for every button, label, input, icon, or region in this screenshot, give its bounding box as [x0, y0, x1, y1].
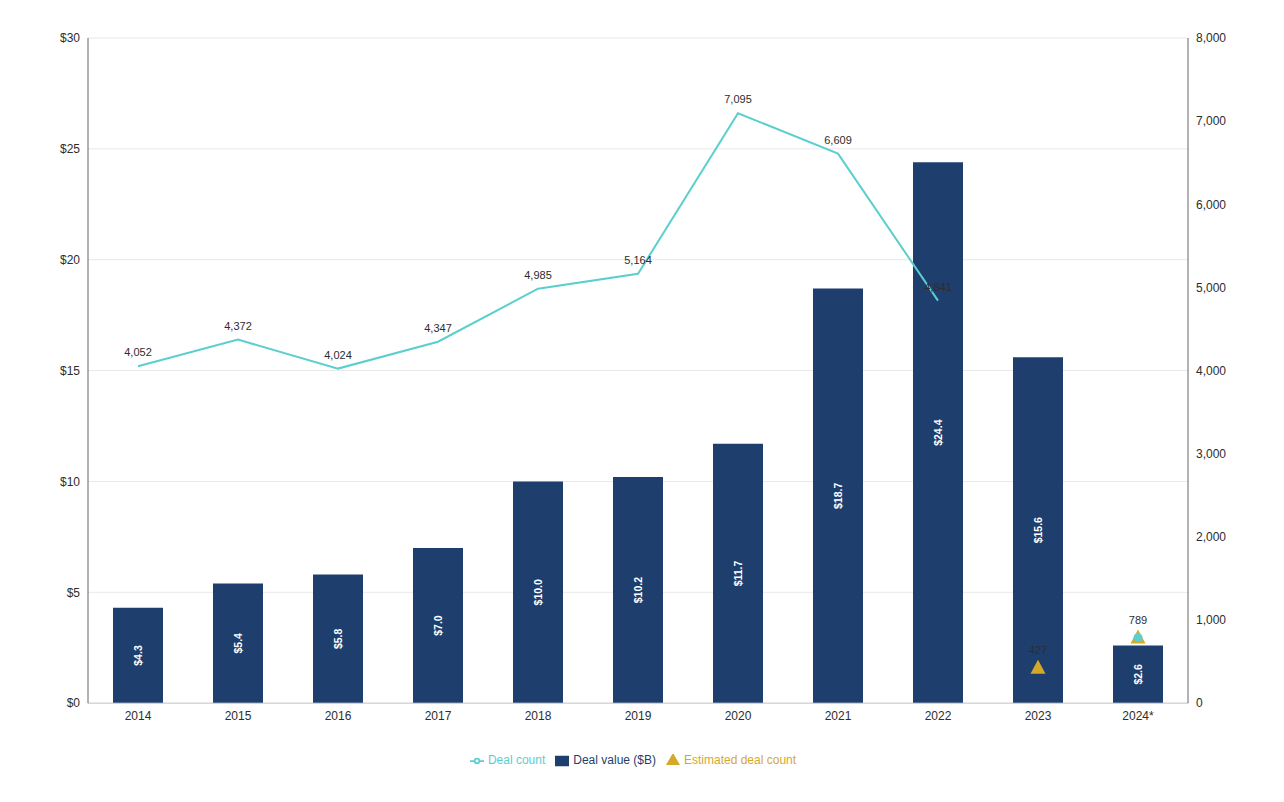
svg-text:4,347: 4,347	[424, 322, 452, 334]
svg-text:$2.6: $2.6	[1132, 664, 1144, 685]
svg-text:$25: $25	[60, 142, 80, 156]
html-text:Deal value ($B): Deal value ($B)	[573, 753, 656, 768]
svg-text:4,372: 4,372	[224, 320, 252, 332]
svg-text:4,052: 4,052	[124, 346, 152, 358]
svg-text:7,095: 7,095	[724, 93, 752, 105]
svg-text:4,024: 4,024	[324, 349, 352, 361]
svg-text:5,000: 5,000	[1196, 281, 1226, 295]
svg-text:5,164: 5,164	[624, 254, 652, 266]
svg-text:2020: 2020	[725, 709, 752, 723]
svg-text:$0: $0	[67, 696, 81, 710]
html-text:Deal count: Deal count	[487, 753, 546, 768]
svg-text:$7.0: $7.0	[432, 615, 444, 636]
svg-text:$4.3: $4.3	[132, 645, 144, 666]
svg-text:$24.4: $24.4	[932, 419, 944, 445]
svg-text:$10.0: $10.0	[532, 579, 544, 605]
svg-text:2022: 2022	[925, 709, 952, 723]
svg-text:4,985: 4,985	[524, 269, 552, 281]
svg-text:4,841: 4,841	[924, 281, 952, 293]
svg-text:3,000: 3,000	[1196, 447, 1226, 461]
svg-text:2,000: 2,000	[1196, 530, 1226, 544]
svg-text:2016: 2016	[325, 709, 352, 723]
html-text:Estimated deal count: Estimated deal count	[684, 753, 797, 768]
svg-text:$5: $5	[67, 586, 81, 600]
svg-text:2024*: 2024*	[1122, 709, 1154, 723]
svg-text:789: 789	[1129, 614, 1147, 626]
svg-text:2021: 2021	[825, 709, 852, 723]
svg-text:2019: 2019	[625, 709, 652, 723]
svg-text:2018: 2018	[525, 709, 552, 723]
svg-text:$15: $15	[60, 364, 80, 378]
svg-text:2017: 2017	[425, 709, 452, 723]
svg-text:$5.4: $5.4	[232, 633, 244, 654]
svg-text:$18.7: $18.7	[832, 483, 844, 509]
svg-text:8,000: 8,000	[1196, 31, 1226, 45]
svg-text:2023: 2023	[1025, 709, 1052, 723]
svg-text:6,609: 6,609	[824, 134, 852, 146]
svg-text:$20: $20	[60, 253, 80, 267]
svg-text:427: 427	[1029, 644, 1047, 656]
svg-text:1,000: 1,000	[1196, 613, 1226, 627]
svg-text:0: 0	[1196, 696, 1203, 710]
svg-text:$5.8: $5.8	[332, 628, 344, 649]
svg-text:$10: $10	[60, 475, 80, 489]
svg-text:$30: $30	[60, 31, 80, 45]
svg-text:4,000: 4,000	[1196, 364, 1226, 378]
svg-text:2014: 2014	[125, 709, 152, 723]
svg-text:6,000: 6,000	[1196, 198, 1226, 212]
svg-text:$11.7: $11.7	[732, 560, 744, 586]
svg-text:$15.6: $15.6	[1032, 517, 1044, 543]
svg-text:2015: 2015	[225, 709, 252, 723]
svg-text:$10.2: $10.2	[632, 577, 644, 603]
svg-text:7,000: 7,000	[1196, 114, 1226, 128]
